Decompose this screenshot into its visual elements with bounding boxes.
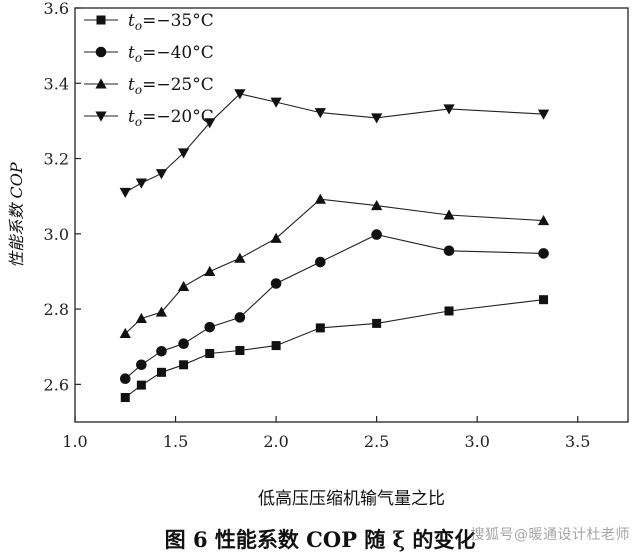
axes-layer: 1.0 1.5 2.0 2.5 3.0 3.5 2.6 2.8 3.0 3.2 3.4 3.6 xyxy=(44,0,629,451)
x-tick-label: 3.5 xyxy=(565,432,590,451)
series-triangle-up xyxy=(119,193,550,339)
square-marker xyxy=(96,15,106,25)
series-triangle-down xyxy=(119,89,550,199)
legend-label: to=−40°C xyxy=(128,43,214,65)
legend-label: to=−25°C xyxy=(128,75,214,97)
legend-label: to=−35°C xyxy=(128,11,214,33)
triangle-down-marker xyxy=(371,113,383,124)
series-line xyxy=(124,299,544,398)
triangle-down-marker xyxy=(234,89,246,100)
y-axis-title: 性能系数 COP xyxy=(7,162,26,267)
square-marker xyxy=(444,306,454,316)
y-tick-label: 2.6 xyxy=(44,375,69,394)
triangle-down-marker xyxy=(204,118,216,129)
triangle-up-marker xyxy=(135,312,147,323)
x-axis-title: 低高压压缩机输气量之比 xyxy=(258,489,445,509)
square-marker xyxy=(271,341,281,351)
triangle-up-marker xyxy=(443,209,455,220)
triangle-up-marker xyxy=(270,232,282,243)
legend-item: to=−35°C xyxy=(84,11,214,33)
series-layer xyxy=(119,89,550,403)
triangle-up-marker xyxy=(371,199,383,211)
triangle-up-marker xyxy=(234,252,246,263)
triangle-up-marker xyxy=(537,215,550,226)
circle-marker xyxy=(156,345,167,357)
triangle-down-marker xyxy=(135,178,147,189)
figure-caption: 图 6 性能系数 COP 随 ξ 的变化 xyxy=(164,527,476,552)
circle-marker xyxy=(371,229,382,240)
circle-marker xyxy=(204,321,216,333)
legend-item: to=−20°C xyxy=(84,107,214,129)
series-line xyxy=(124,198,544,335)
triangle-down-marker xyxy=(95,111,107,122)
triangle-up-marker xyxy=(177,280,190,292)
y-tick-label: 3.2 xyxy=(44,150,69,169)
circle-marker xyxy=(315,256,326,268)
y-tick-label: 3.0 xyxy=(44,225,69,244)
square-marker xyxy=(156,367,166,377)
legend-item: to=−40°C xyxy=(84,43,214,65)
plot-frame xyxy=(74,7,629,423)
square-marker xyxy=(120,393,130,403)
circle-marker xyxy=(136,359,147,371)
triangle-down-marker xyxy=(314,108,326,119)
circle-marker xyxy=(95,46,107,58)
triangle-down-marker xyxy=(177,148,190,159)
x-tick-label: 3.0 xyxy=(464,432,489,451)
x-tick-label: 1.5 xyxy=(163,432,188,451)
triangle-up-marker xyxy=(119,327,131,339)
triangle-down-marker xyxy=(537,109,550,120)
circle-marker xyxy=(119,373,131,385)
circle-marker xyxy=(178,338,189,350)
triangle-down-marker xyxy=(119,187,131,199)
series-square xyxy=(120,295,549,403)
y-tick-label: 2.8 xyxy=(44,300,69,319)
y-tick-label: 3.6 xyxy=(44,0,69,18)
triangle-up-marker xyxy=(314,193,326,204)
circle-marker xyxy=(538,248,549,259)
square-marker xyxy=(235,345,245,355)
square-marker xyxy=(539,295,549,305)
triangle-down-marker xyxy=(270,97,282,108)
triangle-up-marker xyxy=(95,78,107,89)
series-circle xyxy=(119,229,549,385)
triangle-up-marker xyxy=(204,265,216,276)
circle-marker xyxy=(270,278,282,289)
x-tick-label: 2.5 xyxy=(364,432,389,451)
circle-marker xyxy=(234,312,246,323)
triangle-down-marker xyxy=(155,169,168,180)
triangle-down-marker xyxy=(443,104,455,115)
square-marker xyxy=(136,380,146,390)
square-marker xyxy=(179,360,189,370)
x-tick-label: 2.0 xyxy=(263,432,288,451)
legend-label: to=−20°C xyxy=(128,107,214,129)
y-tick-label: 3.4 xyxy=(44,74,69,93)
circle-marker xyxy=(443,245,455,257)
square-marker xyxy=(205,349,215,359)
x-tick-label: 1.0 xyxy=(62,432,87,451)
legend-item: to=−25°C xyxy=(84,75,214,97)
legend: to=−35°C to=−40°C to=−25°C to=−20°C xyxy=(84,11,214,129)
watermark: 搜狐号@暖通设计杜老师 xyxy=(470,527,630,543)
triangle-up-marker xyxy=(155,306,168,317)
square-marker xyxy=(372,318,382,328)
square-marker xyxy=(315,323,325,333)
